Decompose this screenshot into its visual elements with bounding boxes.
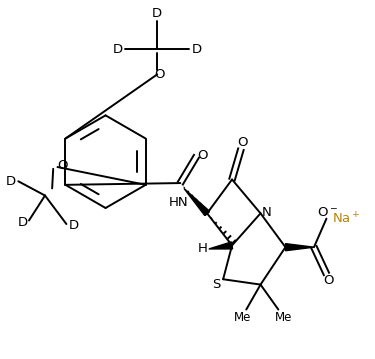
- Text: D: D: [18, 216, 28, 229]
- Text: HN: HN: [169, 196, 188, 209]
- Text: O: O: [154, 68, 164, 81]
- Text: D: D: [5, 175, 15, 188]
- Text: S: S: [213, 278, 221, 291]
- Text: D: D: [69, 219, 79, 232]
- Text: H: H: [198, 242, 207, 256]
- Polygon shape: [209, 242, 232, 249]
- Text: Me: Me: [275, 311, 292, 324]
- Text: O: O: [57, 159, 68, 172]
- Text: O: O: [237, 136, 248, 149]
- Text: O: O: [198, 149, 208, 162]
- Text: N: N: [262, 206, 272, 219]
- Text: D: D: [112, 43, 122, 56]
- Text: D: D: [152, 7, 162, 20]
- Text: Na$^+$: Na$^+$: [332, 211, 360, 226]
- Text: Me: Me: [234, 311, 251, 324]
- Text: O: O: [323, 274, 333, 287]
- Text: D: D: [192, 43, 202, 56]
- Text: O$^-$: O$^-$: [317, 206, 338, 219]
- Polygon shape: [184, 188, 210, 215]
- Polygon shape: [285, 244, 314, 251]
